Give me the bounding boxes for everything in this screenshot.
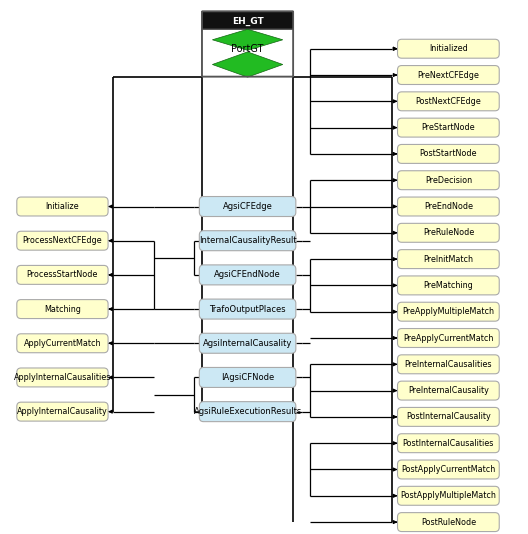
Text: AgsiRuleExecutionResults: AgsiRuleExecutionResults — [193, 407, 301, 416]
FancyBboxPatch shape — [200, 197, 296, 216]
Text: PortGT: PortGT — [231, 44, 264, 54]
Text: PreInternalCausalities: PreInternalCausalities — [404, 360, 492, 369]
FancyBboxPatch shape — [398, 197, 499, 216]
Text: PostInternalCausalities: PostInternalCausalities — [403, 439, 494, 447]
FancyBboxPatch shape — [200, 231, 296, 250]
FancyBboxPatch shape — [398, 381, 499, 400]
Text: PostApplyMultipleMatch: PostApplyMultipleMatch — [400, 491, 496, 500]
FancyBboxPatch shape — [17, 300, 108, 319]
Text: PreInitMatch: PreInitMatch — [423, 255, 474, 264]
Polygon shape — [212, 52, 283, 77]
FancyBboxPatch shape — [398, 276, 499, 295]
FancyBboxPatch shape — [200, 265, 296, 285]
Text: InternalCausalityResult: InternalCausalityResult — [199, 236, 296, 245]
FancyBboxPatch shape — [17, 265, 108, 285]
Text: EH_GT: EH_GT — [232, 17, 263, 26]
FancyBboxPatch shape — [200, 333, 296, 354]
Text: PreNextCFEdge: PreNextCFEdge — [418, 70, 479, 80]
FancyBboxPatch shape — [398, 486, 499, 505]
FancyBboxPatch shape — [398, 513, 499, 531]
FancyBboxPatch shape — [398, 66, 499, 84]
Text: PreEndNode: PreEndNode — [424, 202, 473, 211]
Text: ProcessNextCFEdge: ProcessNextCFEdge — [23, 236, 102, 245]
Text: AgsiCFEndNode: AgsiCFEndNode — [214, 270, 281, 279]
Text: ApplyCurrentMatch: ApplyCurrentMatch — [24, 339, 101, 348]
Text: PostStartNode: PostStartNode — [420, 150, 477, 159]
Text: PreApplyMultipleMatch: PreApplyMultipleMatch — [402, 307, 494, 316]
Text: AgsiCFEdge: AgsiCFEdge — [223, 202, 272, 211]
FancyBboxPatch shape — [398, 460, 499, 479]
Text: Matching: Matching — [44, 304, 81, 313]
FancyBboxPatch shape — [398, 434, 499, 453]
Text: PostInternalCausality: PostInternalCausality — [406, 412, 491, 421]
FancyBboxPatch shape — [17, 402, 108, 421]
FancyBboxPatch shape — [200, 299, 296, 319]
Text: AgsiInternalCausality: AgsiInternalCausality — [203, 339, 293, 348]
Text: PreStartNode: PreStartNode — [421, 123, 475, 132]
FancyBboxPatch shape — [17, 334, 108, 353]
Text: ApplyInternalCausality: ApplyInternalCausality — [17, 407, 108, 416]
Text: PostApplyCurrentMatch: PostApplyCurrentMatch — [401, 465, 495, 474]
FancyBboxPatch shape — [17, 368, 108, 387]
Polygon shape — [212, 29, 283, 50]
Text: Initialize: Initialize — [45, 202, 79, 211]
FancyBboxPatch shape — [398, 92, 499, 111]
Text: PreDecision: PreDecision — [425, 176, 472, 185]
FancyBboxPatch shape — [398, 355, 499, 374]
Text: PreRuleNode: PreRuleNode — [423, 229, 474, 237]
FancyBboxPatch shape — [202, 11, 293, 32]
FancyBboxPatch shape — [398, 407, 499, 426]
Text: IAgsiCFNode: IAgsiCFNode — [221, 373, 274, 382]
FancyBboxPatch shape — [398, 302, 499, 321]
FancyBboxPatch shape — [398, 118, 499, 137]
Text: PostNextCFEdge: PostNextCFEdge — [416, 97, 481, 106]
Text: Initialized: Initialized — [429, 44, 468, 53]
Text: PreApplyCurrentMatch: PreApplyCurrentMatch — [403, 334, 494, 342]
FancyBboxPatch shape — [398, 40, 499, 58]
FancyBboxPatch shape — [398, 171, 499, 190]
FancyBboxPatch shape — [17, 197, 108, 216]
Text: ApplyInternalCausalities: ApplyInternalCausalities — [14, 373, 111, 382]
FancyBboxPatch shape — [398, 249, 499, 269]
FancyBboxPatch shape — [398, 145, 499, 163]
FancyBboxPatch shape — [200, 367, 296, 388]
FancyBboxPatch shape — [202, 29, 293, 76]
FancyBboxPatch shape — [398, 223, 499, 242]
Text: PostRuleNode: PostRuleNode — [421, 517, 476, 527]
FancyBboxPatch shape — [398, 328, 499, 348]
Text: TrafoOutputPlaces: TrafoOutputPlaces — [209, 304, 286, 313]
Text: PreMatching: PreMatching — [423, 281, 473, 290]
FancyBboxPatch shape — [17, 231, 108, 250]
Text: PreInternalCausality: PreInternalCausality — [408, 386, 489, 395]
Text: ProcessStartNode: ProcessStartNode — [27, 270, 98, 279]
FancyBboxPatch shape — [200, 402, 296, 422]
